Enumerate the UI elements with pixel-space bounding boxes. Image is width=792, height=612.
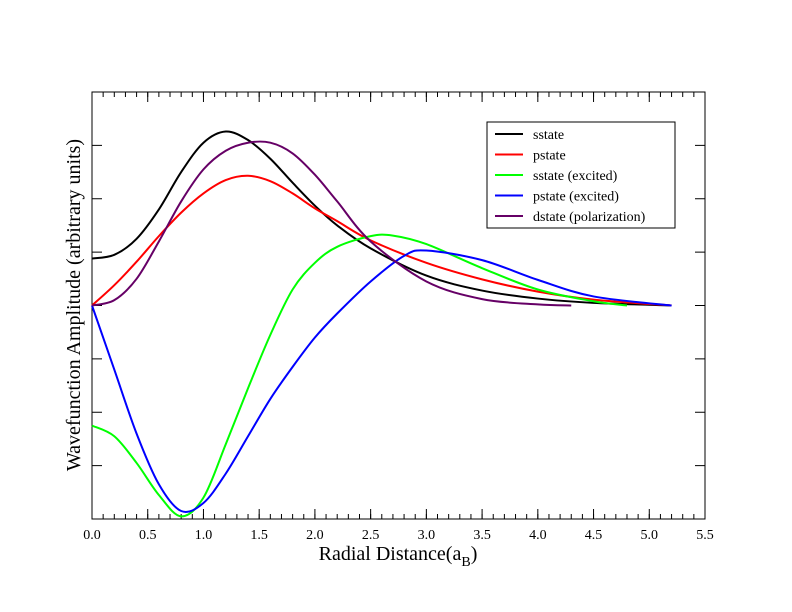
legend-label: pstate (excited) bbox=[533, 190, 619, 205]
y-axis-label: Wavefunction Amplitude (arbitrary units) bbox=[63, 139, 85, 471]
series-line bbox=[91, 174, 672, 307]
legend-label: sstate (excited) bbox=[533, 169, 618, 184]
x-tick-label: 4.5 bbox=[585, 528, 603, 543]
x-tick-label: 3.5 bbox=[473, 528, 491, 543]
legend-label: dstate (polarization) bbox=[533, 210, 646, 225]
series-line bbox=[91, 249, 672, 513]
x-tick-label: 1.0 bbox=[195, 528, 213, 543]
x-label-suffix: ) bbox=[471, 543, 478, 565]
x-tick-label: 4.0 bbox=[529, 528, 547, 543]
x-tick-label: 5.0 bbox=[641, 528, 659, 543]
series-line bbox=[91, 130, 672, 307]
x-label-text: Radial Distance(a bbox=[319, 543, 462, 565]
x-tick-label: 5.5 bbox=[696, 528, 714, 543]
series-line bbox=[91, 140, 572, 307]
legend-label: pstate bbox=[533, 149, 566, 164]
x-axis-label: Radial Distance(aB) bbox=[319, 543, 478, 570]
x-tick-label: 3.0 bbox=[418, 528, 436, 543]
x-tick-label: 0.0 bbox=[83, 528, 101, 543]
x-tick-label: 2.5 bbox=[362, 528, 380, 543]
x-tick-label: 1.5 bbox=[250, 528, 268, 543]
legend-label: sstate bbox=[533, 128, 564, 143]
x-tick-label: 2.0 bbox=[306, 528, 324, 543]
x-tick-label: 0.5 bbox=[139, 528, 157, 543]
x-label-subscript: B bbox=[461, 555, 470, 570]
series-line bbox=[91, 233, 628, 518]
